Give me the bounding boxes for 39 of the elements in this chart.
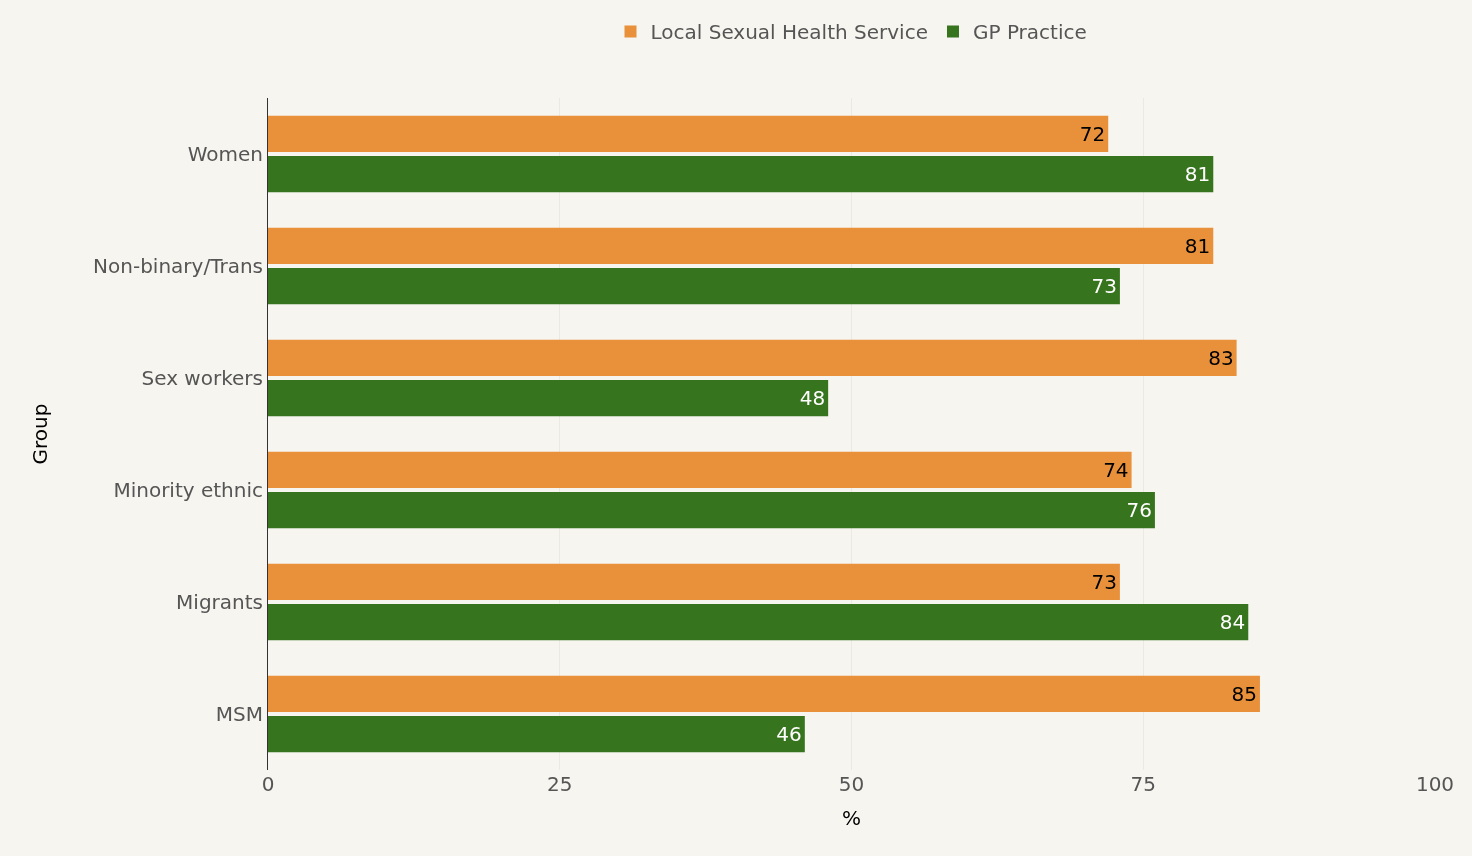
bar xyxy=(268,115,1109,152)
data-label: 81 xyxy=(1184,162,1211,187)
x-tick-label: 0 xyxy=(261,772,275,796)
x-tick-label: 25 xyxy=(547,772,573,796)
data-label: 76 xyxy=(1126,498,1152,523)
data-label: 84 xyxy=(1219,610,1246,635)
legend-label: Local Sexual Health Service xyxy=(650,20,928,45)
bar xyxy=(268,604,1249,641)
data-label: 73 xyxy=(1091,569,1117,594)
bar xyxy=(268,380,829,417)
x-tick-label: 75 xyxy=(1130,772,1156,796)
y-tick-label: Minority ethnic xyxy=(113,478,263,502)
legend-label: GP Practice xyxy=(972,20,1087,45)
bar xyxy=(268,339,1237,376)
data-label: 85 xyxy=(1231,681,1257,706)
x-tick-label: 50 xyxy=(838,772,865,796)
x-tick-label: 100 xyxy=(1415,772,1455,796)
data-label: 74 xyxy=(1103,457,1129,482)
y-axis-title: Group xyxy=(27,403,52,465)
data-label: 72 xyxy=(1079,121,1106,146)
bar xyxy=(268,563,1120,600)
data-label: 83 xyxy=(1208,345,1234,370)
bar xyxy=(268,451,1132,488)
bar xyxy=(268,492,1155,529)
data-label: 48 xyxy=(799,386,826,411)
data-label: 73 xyxy=(1091,274,1117,299)
bar xyxy=(268,156,1214,193)
bar xyxy=(268,675,1260,712)
y-tick-label: Migrants xyxy=(176,590,263,614)
bar xyxy=(268,227,1214,264)
y-tick-label: Non-binary/Trans xyxy=(93,254,263,278)
y-tick-label: MSM xyxy=(215,702,263,726)
data-label: 81 xyxy=(1184,233,1211,258)
x-axis-title: % xyxy=(841,805,862,830)
y-tick-label: Women xyxy=(187,142,263,166)
bar xyxy=(268,268,1120,305)
data-label: 46 xyxy=(776,722,802,747)
y-tick-label: Sex workers xyxy=(141,366,263,390)
bar xyxy=(268,716,805,753)
